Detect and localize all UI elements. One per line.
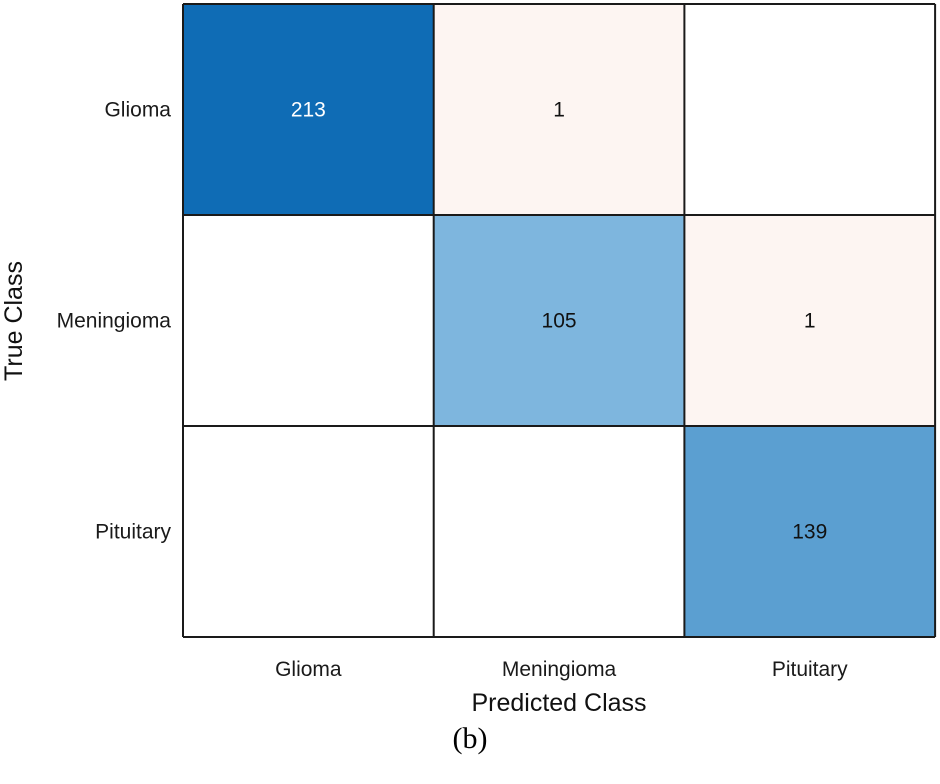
cell-pituitary-meningioma	[433, 426, 685, 637]
cell-meningioma-pituitary	[684, 215, 936, 426]
cell-value-glioma-meningioma: 1	[553, 99, 565, 122]
cell-glioma-meningioma	[433, 4, 685, 215]
cell-value-meningioma-meningioma: 105	[542, 310, 577, 333]
x-tick-meningioma: Meningioma	[502, 658, 617, 681]
cell-value-glioma-glioma: 213	[291, 99, 326, 122]
y-tick-pituitary: Pituitary	[95, 521, 171, 544]
x-axis-label: Predicted Class	[471, 689, 646, 717]
cell-glioma-glioma	[183, 4, 434, 215]
grid-lines	[182, 3, 937, 638]
confusion-matrix-chart: 213 1 105 1 139 Glioma Meningioma Pituitary Gl…	[0, 3, 937, 717]
figure-caption: (b)	[452, 722, 488, 755]
y-tick-labels: Glioma Meningioma Pituitary	[57, 99, 172, 544]
cell-meningioma-glioma	[183, 215, 434, 426]
cell-value-labels: 213 1 105 1 139	[291, 99, 827, 544]
heatmap-cells	[183, 4, 936, 637]
cell-value-meningioma-pituitary: 1	[804, 310, 816, 333]
cell-meningioma-meningioma	[433, 215, 685, 426]
x-tick-labels: Glioma Meningioma Pituitary	[275, 658, 848, 681]
x-tick-pituitary: Pituitary	[772, 658, 848, 681]
cell-glioma-pituitary	[684, 4, 936, 215]
x-tick-glioma: Glioma	[275, 658, 342, 681]
y-tick-meningioma: Meningioma	[57, 310, 172, 333]
cell-pituitary-glioma	[183, 426, 434, 637]
cell-value-pituitary-pituitary: 139	[792, 521, 827, 544]
y-tick-glioma: Glioma	[104, 99, 171, 122]
y-axis-label: True Class	[0, 261, 28, 381]
cell-pituitary-pituitary	[684, 426, 936, 637]
